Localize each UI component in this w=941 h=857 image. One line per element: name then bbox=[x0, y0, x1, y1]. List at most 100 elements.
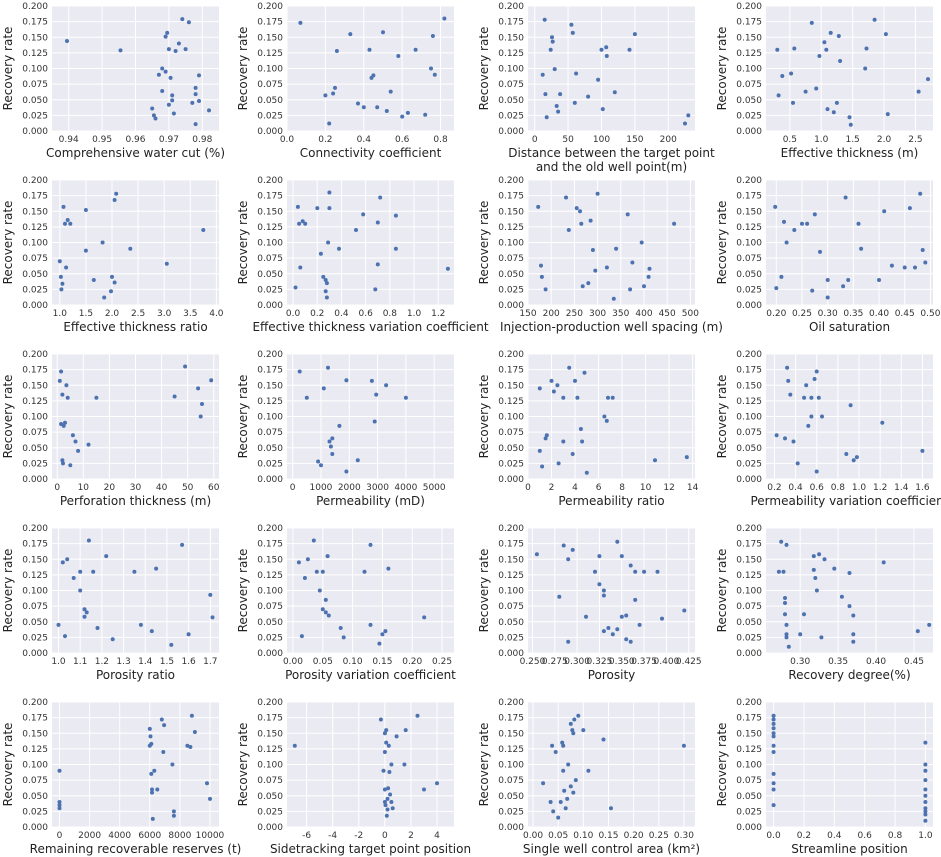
x-tick-label: 0.6 bbox=[810, 483, 825, 493]
data-point bbox=[76, 448, 81, 453]
y-tick-label: 0.075 bbox=[257, 254, 283, 264]
y-tick-label: 0.150 bbox=[736, 555, 762, 565]
x-tick-label: 0.30 bbox=[674, 831, 694, 841]
scatter-panel: 0.000 0.025 0.050 0.075 0.100 0.125 0.150 0.175… bbox=[715, 2, 933, 160]
data-point bbox=[86, 442, 91, 447]
data-point bbox=[109, 289, 113, 294]
data-point bbox=[593, 569, 597, 574]
y-tick-label: 0.150 bbox=[498, 207, 524, 217]
data-point bbox=[164, 261, 169, 266]
data-point bbox=[65, 218, 70, 222]
y-tick-label: 0.125 bbox=[257, 223, 283, 233]
y-tick-label: 0.125 bbox=[736, 49, 762, 59]
data-point bbox=[565, 796, 570, 801]
data-point bbox=[147, 726, 152, 731]
data-point bbox=[610, 632, 615, 637]
x-tick-label: 0.98 bbox=[192, 135, 212, 145]
y-tick-label: 0.050 bbox=[22, 618, 48, 628]
data-point bbox=[402, 762, 407, 767]
data-point bbox=[918, 191, 923, 196]
data-point bbox=[138, 622, 143, 627]
data-point bbox=[802, 612, 806, 617]
data-point bbox=[63, 221, 67, 226]
y-tick-label: 0.200 bbox=[22, 350, 48, 360]
data-point bbox=[639, 240, 644, 245]
x-axis-label: Perforation thickness (m) bbox=[60, 494, 211, 508]
data-point bbox=[838, 59, 843, 63]
y-tick-label: 0.050 bbox=[498, 444, 524, 454]
y-tick-label: 0.000 bbox=[257, 301, 283, 311]
x-tick-label: 0.20 bbox=[766, 309, 786, 319]
x-tick-label: 0.8 bbox=[383, 309, 398, 319]
data-point bbox=[572, 100, 577, 105]
data-point bbox=[581, 728, 586, 733]
data-point bbox=[604, 265, 609, 270]
y-tick-label: 0.100 bbox=[22, 587, 48, 597]
scatter-panel: 0.000 0.025 0.050 0.075 0.100 0.125 0.150 0.175… bbox=[715, 350, 941, 508]
x-tick-label: -2 bbox=[354, 831, 363, 841]
data-point bbox=[171, 813, 176, 818]
x-tick-label: 0.50 bbox=[920, 309, 940, 319]
data-point bbox=[795, 461, 800, 466]
y-tick-label: 0.050 bbox=[736, 444, 762, 454]
data-point bbox=[864, 46, 869, 51]
data-point bbox=[304, 395, 309, 400]
data-point bbox=[333, 85, 337, 90]
x-tick-label: 0.375 bbox=[631, 657, 657, 667]
y-axis-label: Recovery rate bbox=[715, 549, 729, 633]
x-tick-label: 2 bbox=[549, 483, 555, 493]
y-tick-label: 0.075 bbox=[257, 80, 283, 90]
y-axis-label: Recovery rate bbox=[236, 201, 250, 285]
data-point bbox=[534, 552, 539, 557]
x-tick-label: 2000 bbox=[338, 483, 361, 493]
x-tick-label: 0.2 bbox=[797, 831, 811, 841]
data-point bbox=[544, 433, 549, 438]
data-point bbox=[110, 274, 114, 279]
data-point bbox=[102, 295, 107, 300]
scatter-panel: 0.000 0.025 0.050 0.075 0.100 0.125 0.150 0.175… bbox=[477, 176, 723, 334]
x-tick-label: 0.8 bbox=[433, 135, 448, 145]
data-point bbox=[588, 218, 593, 223]
y-axis-label: Recovery rate bbox=[477, 201, 491, 285]
data-point bbox=[208, 796, 212, 801]
y-tick-label: 0.150 bbox=[736, 729, 762, 739]
y-tick-label: 0.050 bbox=[257, 618, 283, 628]
data-point bbox=[393, 213, 398, 218]
data-point bbox=[802, 395, 807, 400]
y-tick-label: 0.175 bbox=[498, 192, 524, 202]
y-tick-label: 0.150 bbox=[22, 729, 48, 739]
data-point bbox=[61, 204, 66, 209]
data-point bbox=[571, 731, 576, 736]
x-tick-label: 1.6 bbox=[181, 657, 196, 667]
y-tick-label: 0.150 bbox=[498, 381, 524, 391]
data-point bbox=[386, 786, 391, 791]
scatter-panel: 0.000 0.025 0.050 0.075 0.100 0.125 0.150 0.175… bbox=[1, 524, 219, 682]
x-tick-label: 0 bbox=[54, 483, 60, 493]
y-tick-label: 0.150 bbox=[498, 729, 524, 739]
data-point bbox=[63, 634, 67, 639]
data-point bbox=[684, 455, 689, 460]
data-point bbox=[65, 557, 70, 562]
y-tick-label: 0.200 bbox=[22, 2, 48, 12]
data-point bbox=[442, 16, 447, 21]
y-tick-label: 0.050 bbox=[22, 792, 48, 802]
data-point bbox=[57, 768, 62, 773]
scatter-panel: 0.000 0.025 0.050 0.075 0.100 0.125 0.150 0.175… bbox=[477, 698, 700, 856]
data-point bbox=[628, 287, 633, 292]
data-point bbox=[371, 73, 376, 78]
x-axis-label: Permeability variation coefficient bbox=[750, 494, 941, 508]
data-point bbox=[384, 813, 389, 818]
y-tick-label: 0.125 bbox=[22, 571, 48, 581]
data-point bbox=[574, 206, 579, 211]
data-point bbox=[386, 566, 391, 571]
x-tick-label: 4 bbox=[572, 483, 578, 493]
x-tick-label: 3.0 bbox=[157, 309, 172, 319]
data-point bbox=[774, 433, 779, 438]
data-point bbox=[57, 259, 62, 264]
y-tick-label: 0.025 bbox=[498, 111, 524, 121]
x-tick-label: 2.0 bbox=[105, 309, 120, 319]
data-point bbox=[883, 32, 888, 37]
data-point bbox=[344, 469, 349, 474]
y-tick-label: 0.025 bbox=[257, 111, 283, 121]
x-tick-label: 0.10 bbox=[343, 657, 363, 667]
